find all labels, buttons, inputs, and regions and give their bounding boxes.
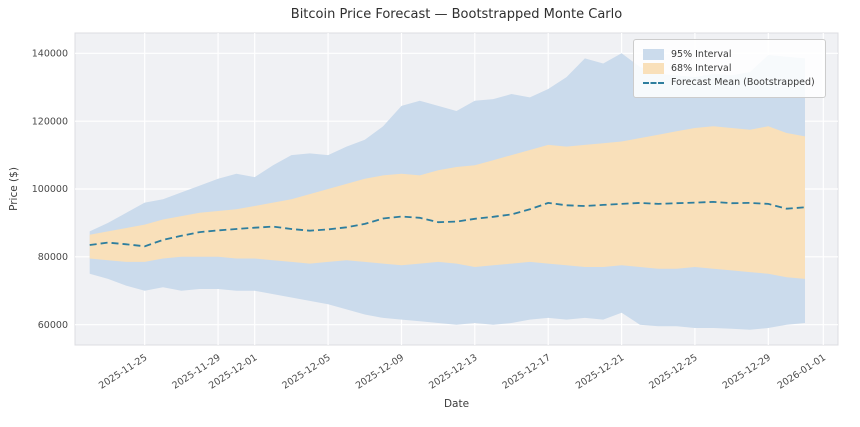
- legend-label-95-interval: 95% Interval: [671, 49, 732, 60]
- x-tick-label: 2025-11-25: [97, 352, 149, 391]
- y-tick-label: 120000: [32, 116, 68, 127]
- x-tick-label: 2025-12-25: [647, 352, 699, 391]
- y-tick-label: 60000: [38, 320, 68, 331]
- x-tick-label: 2025-12-05: [280, 352, 332, 391]
- 68-interval-band: [89, 126, 805, 279]
- x-tick-label: 2025-12-13: [427, 352, 479, 391]
- y-tick-label: 100000: [32, 184, 68, 195]
- y-axis-label: Price ($): [8, 167, 20, 211]
- legend-label-68-interval: 68% Interval: [671, 63, 732, 74]
- chart-title: Bitcoin Price Forecast — Bootstrapped Mo…: [290, 7, 623, 22]
- forecast-mean-line: [89, 200, 806, 248]
- legend-item-forecast-mean: Forecast Mean (Bootstrapped): [643, 77, 815, 88]
- x-tick-label: 2025-12-17: [501, 352, 553, 391]
- y-tick-label: 140000: [32, 49, 68, 60]
- y-tick-label: 80000: [38, 252, 68, 263]
- legend: 95% Interval 68% Interval Forecast Mean …: [633, 39, 826, 98]
- x-tick-label: 2025-12-21: [574, 352, 626, 391]
- legend-swatch-68-interval: [643, 63, 664, 74]
- legend-item-95-interval: 95% Interval: [643, 49, 815, 60]
- legend-swatch-forecast-mean-line: [643, 81, 664, 84]
- x-tick-label: 2025-12-09: [354, 352, 406, 391]
- x-axis-label: Date: [443, 398, 470, 410]
- legend-label-forecast-mean: Forecast Mean (Bootstrapped): [671, 77, 815, 88]
- x-tick-label: 2026-01-01: [776, 352, 828, 391]
- legend-swatch-95-interval: [643, 49, 664, 60]
- legend-item-68-interval: 68% Interval: [643, 63, 815, 74]
- x-tick-label: 2025-12-29: [721, 352, 773, 391]
